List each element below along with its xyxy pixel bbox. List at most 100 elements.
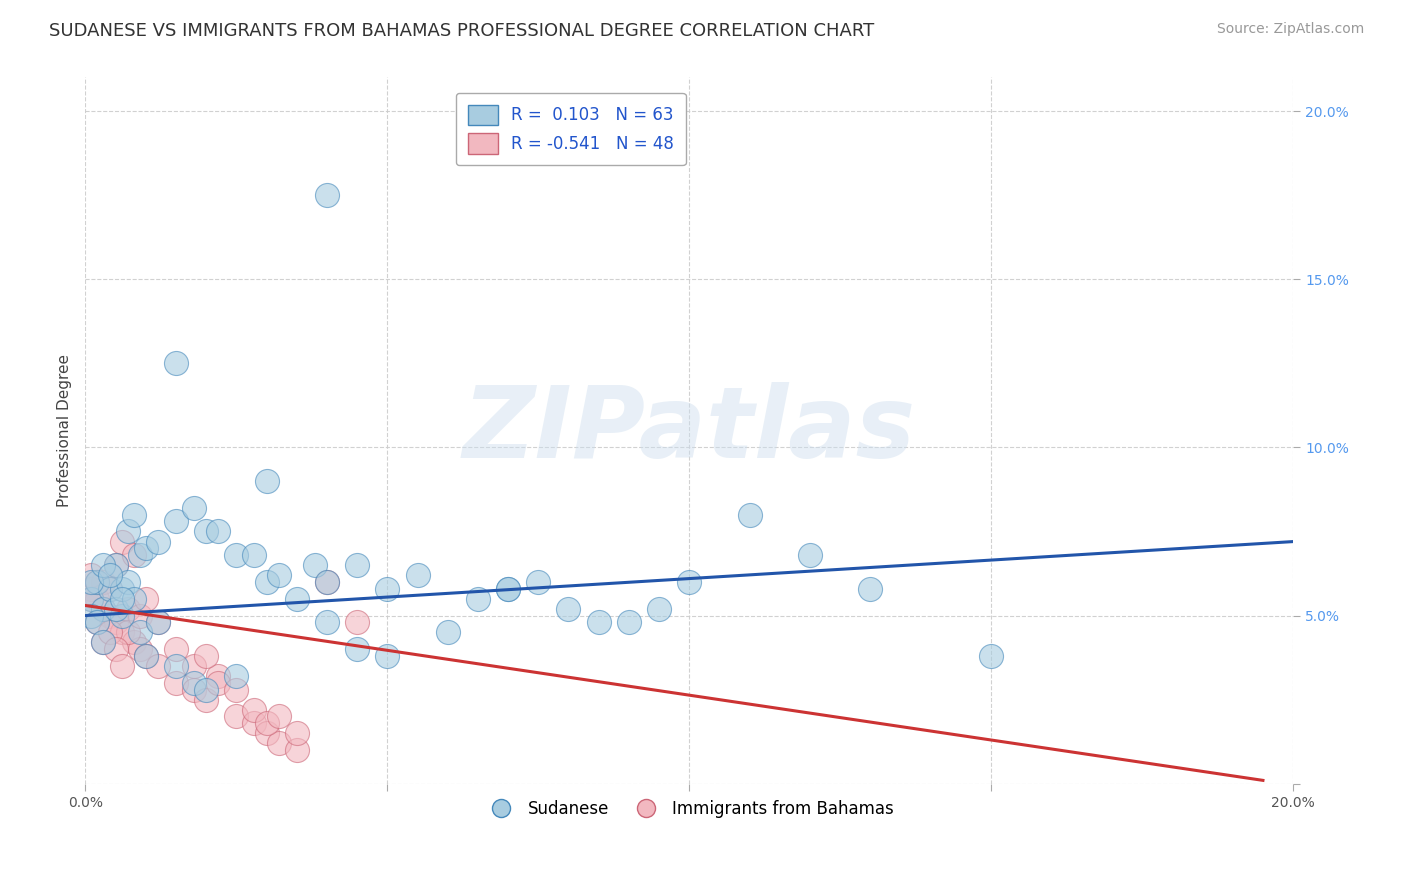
Point — [86, 591, 108, 606]
Point — [588, 615, 610, 630]
Point — [165, 642, 187, 657]
Point — [117, 524, 139, 539]
Point — [80, 591, 103, 606]
Point — [183, 500, 205, 515]
Point — [256, 474, 278, 488]
Point — [117, 574, 139, 589]
Point — [316, 188, 339, 202]
Point — [93, 602, 115, 616]
Point — [225, 548, 247, 562]
Point — [135, 541, 157, 556]
Point — [557, 602, 579, 616]
Point — [527, 574, 550, 589]
Point — [80, 591, 103, 606]
Point — [496, 582, 519, 596]
Point — [135, 591, 157, 606]
Point — [195, 524, 218, 539]
Point — [316, 574, 339, 589]
Point — [98, 568, 121, 582]
Point — [86, 615, 108, 630]
Point — [122, 591, 145, 606]
Point — [165, 659, 187, 673]
Point — [859, 582, 882, 596]
Point — [104, 642, 127, 657]
Point — [243, 703, 266, 717]
Point — [165, 676, 187, 690]
Point — [617, 615, 640, 630]
Point — [104, 615, 127, 630]
Point — [799, 548, 821, 562]
Point — [98, 625, 121, 640]
Point — [93, 602, 115, 616]
Y-axis label: Professional Degree: Professional Degree — [58, 354, 72, 507]
Point — [183, 682, 205, 697]
Point — [195, 692, 218, 706]
Point — [316, 574, 339, 589]
Point — [285, 726, 308, 740]
Point — [80, 608, 103, 623]
Point — [267, 736, 290, 750]
Point — [256, 716, 278, 731]
Point — [207, 669, 229, 683]
Point — [122, 508, 145, 522]
Point — [375, 648, 398, 663]
Point — [195, 648, 218, 663]
Point — [165, 515, 187, 529]
Point — [110, 625, 132, 640]
Point — [146, 534, 169, 549]
Point — [304, 558, 326, 573]
Point — [104, 558, 127, 573]
Point — [122, 548, 145, 562]
Legend: Sudanese, Immigrants from Bahamas: Sudanese, Immigrants from Bahamas — [478, 794, 901, 825]
Point — [128, 642, 150, 657]
Point — [110, 534, 132, 549]
Point — [267, 709, 290, 723]
Point — [346, 558, 368, 573]
Point — [436, 625, 458, 640]
Point — [98, 608, 121, 623]
Point — [110, 591, 132, 606]
Point — [648, 602, 671, 616]
Text: Source: ZipAtlas.com: Source: ZipAtlas.com — [1216, 22, 1364, 37]
Point — [375, 582, 398, 596]
Point — [267, 568, 290, 582]
Point — [183, 659, 205, 673]
Point — [146, 659, 169, 673]
Point — [467, 591, 489, 606]
Point — [98, 582, 121, 596]
Point — [195, 682, 218, 697]
Point — [86, 574, 108, 589]
Point — [135, 648, 157, 663]
Point — [93, 635, 115, 649]
Point — [146, 615, 169, 630]
Point — [93, 574, 115, 589]
Point — [146, 615, 169, 630]
Point — [117, 602, 139, 616]
Text: SUDANESE VS IMMIGRANTS FROM BAHAMAS PROFESSIONAL DEGREE CORRELATION CHART: SUDANESE VS IMMIGRANTS FROM BAHAMAS PROF… — [49, 22, 875, 40]
Point — [346, 642, 368, 657]
Point — [165, 356, 187, 370]
Point — [243, 716, 266, 731]
Point — [80, 582, 103, 596]
Point — [207, 524, 229, 539]
Point — [225, 682, 247, 697]
Point — [104, 602, 127, 616]
Point — [128, 608, 150, 623]
Point — [285, 743, 308, 757]
Point — [678, 574, 700, 589]
Point — [86, 574, 108, 589]
Point — [128, 625, 150, 640]
Point — [406, 568, 429, 582]
Point — [117, 625, 139, 640]
Point — [110, 608, 132, 623]
Text: ZIPatlas: ZIPatlas — [463, 382, 915, 479]
Point — [256, 726, 278, 740]
Point — [110, 659, 132, 673]
Point — [86, 615, 108, 630]
Point — [256, 574, 278, 589]
Point — [80, 568, 103, 582]
Point — [93, 635, 115, 649]
Point — [243, 548, 266, 562]
Point — [183, 676, 205, 690]
Point — [346, 615, 368, 630]
